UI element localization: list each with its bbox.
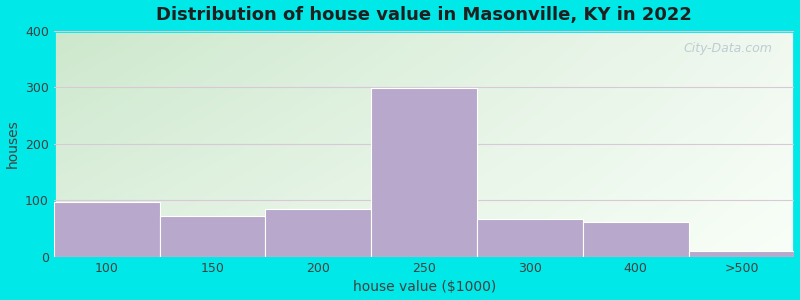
Title: Distribution of house value in Masonville, KY in 2022: Distribution of house value in Masonvill… — [156, 6, 692, 24]
X-axis label: house value ($1000): house value ($1000) — [353, 280, 496, 294]
Bar — [583, 222, 689, 257]
Bar — [160, 216, 266, 257]
Bar — [54, 202, 160, 257]
Bar — [266, 209, 371, 257]
Bar — [689, 251, 794, 257]
Text: City-Data.com: City-Data.com — [683, 42, 772, 55]
Bar — [477, 219, 583, 257]
Bar — [371, 88, 477, 257]
Y-axis label: houses: houses — [6, 119, 19, 168]
